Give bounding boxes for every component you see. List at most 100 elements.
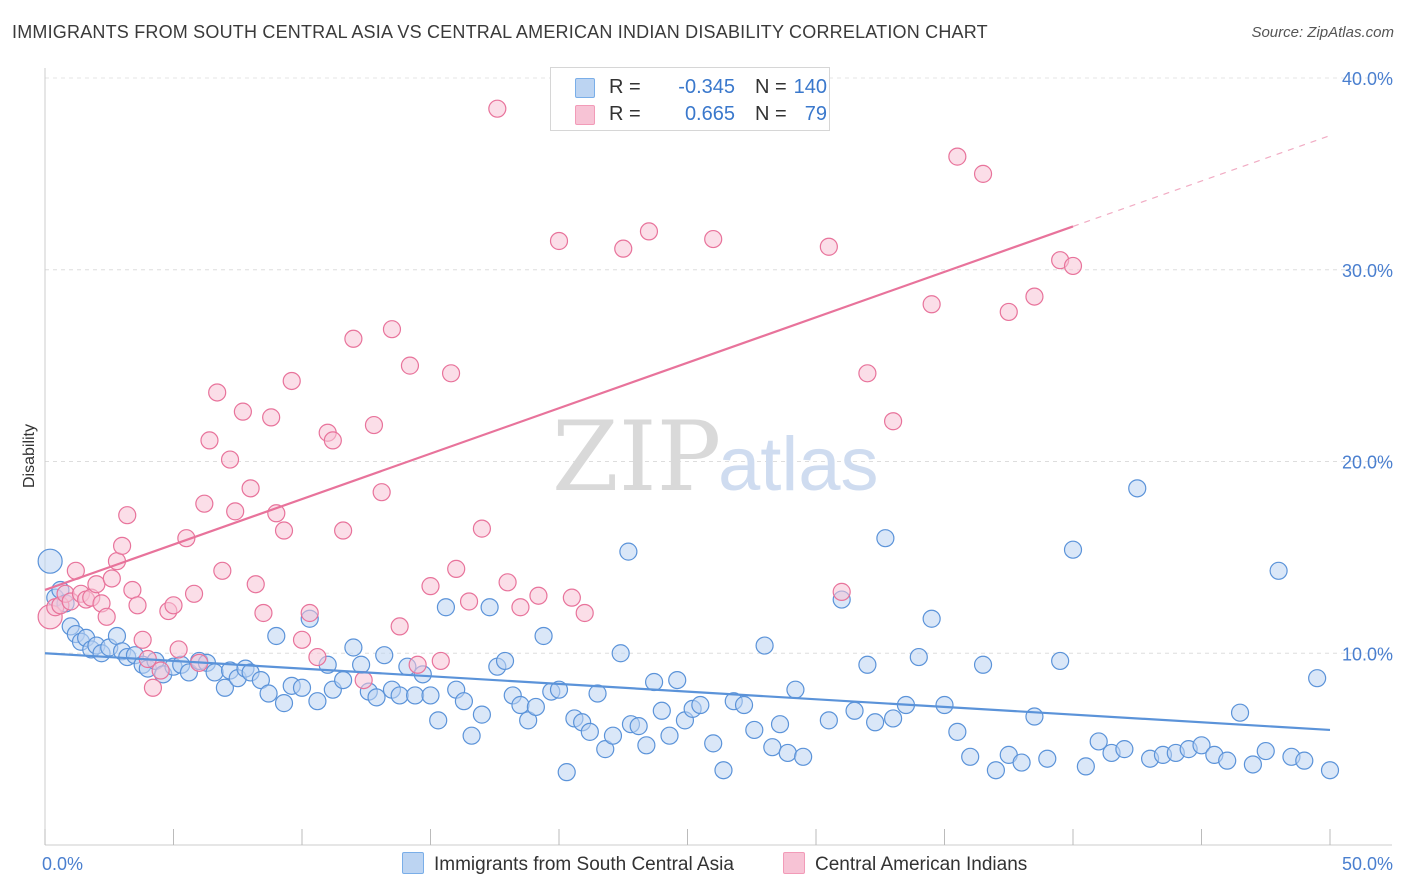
grid — [45, 77, 1392, 654]
point-pink — [400, 356, 420, 375]
point-blue — [251, 670, 270, 690]
point-blue — [580, 722, 599, 741]
point-pink — [292, 630, 312, 649]
point-blue — [876, 529, 895, 548]
point-blue — [1089, 732, 1108, 751]
bottom-legend-swatch-pink — [783, 852, 805, 874]
legend-swatch-pink — [575, 105, 595, 125]
source-label: Source: ZipAtlas.com — [1251, 24, 1394, 41]
legend-r-label: R = — [609, 103, 641, 125]
point-pink — [883, 412, 903, 431]
point-pink — [254, 603, 273, 623]
point-pink — [112, 536, 132, 555]
point-pink — [1025, 287, 1044, 306]
y-tick-label: 10.0% — [1342, 644, 1393, 664]
point-pink — [220, 450, 240, 469]
point-pink — [447, 559, 466, 578]
point-blue — [637, 736, 656, 755]
bottom-legend-pink: Central American Indians — [783, 852, 1027, 876]
point-pink — [262, 408, 281, 427]
point-pink — [704, 229, 723, 249]
point-pink — [241, 479, 260, 498]
point-blue — [948, 722, 967, 741]
point-blue — [534, 626, 553, 646]
point-blue — [755, 636, 774, 655]
point-blue — [495, 651, 515, 671]
point-blue — [763, 738, 782, 757]
point-blue — [37, 548, 63, 574]
point-blue — [519, 711, 538, 730]
point-blue — [619, 542, 638, 561]
point-blue — [1256, 741, 1275, 761]
point-pink — [562, 588, 581, 607]
point-pink — [472, 519, 491, 538]
point-blue — [858, 655, 877, 674]
point-blue — [215, 678, 234, 697]
point-blue — [1192, 736, 1211, 755]
watermark-zip: ZIP — [552, 401, 721, 513]
point-pink — [832, 582, 851, 601]
point-pink — [344, 329, 363, 348]
point-blue — [292, 678, 312, 697]
point-pink — [213, 561, 232, 580]
legend: R = -0.345 N = 140 R = 0.665 N = 79 — [550, 67, 830, 131]
point-blue — [429, 711, 448, 730]
point-blue — [549, 680, 569, 699]
point-pink — [364, 415, 384, 435]
legend-r-value: 0.665 — [684, 103, 735, 125]
point-blue — [472, 705, 491, 724]
point-blue — [714, 761, 733, 780]
point-blue — [603, 726, 623, 745]
point-blue — [883, 709, 903, 728]
point-blue — [866, 713, 885, 732]
bottom-legend-label-pink: Central American Indians — [815, 854, 1028, 875]
point-blue — [308, 692, 327, 711]
point-pink — [948, 147, 967, 166]
point-blue — [611, 644, 630, 663]
point-blue — [107, 626, 127, 646]
y-tick-label: 20.0% — [1342, 453, 1393, 473]
point-pink — [118, 506, 137, 525]
point-pink — [308, 647, 327, 667]
point-blue — [668, 670, 687, 690]
point-pink — [431, 651, 450, 671]
y-tick-label: 30.0% — [1342, 261, 1393, 281]
point-blue — [973, 655, 993, 674]
legend-r-label: R = — [609, 76, 641, 98]
point-pink — [459, 592, 479, 611]
point-blue — [1025, 707, 1044, 726]
point-blue — [344, 638, 363, 657]
point-blue — [986, 761, 1006, 780]
point-pink — [133, 630, 152, 649]
point-blue — [629, 717, 648, 736]
point-blue — [794, 747, 813, 766]
legend-swatch-blue — [575, 78, 595, 98]
point-pink — [128, 596, 147, 615]
point-pink — [575, 603, 594, 623]
point-pink — [1063, 256, 1083, 276]
point-blue — [660, 726, 679, 745]
point-blue — [778, 743, 797, 763]
point-blue — [367, 688, 386, 707]
point-blue — [390, 686, 409, 705]
point-pink — [819, 237, 838, 256]
point-blue — [1218, 751, 1237, 770]
point-pink — [549, 231, 569, 251]
point-blue — [375, 646, 394, 665]
point-blue — [557, 763, 576, 782]
point-pink — [354, 670, 373, 690]
point-blue — [1269, 561, 1288, 580]
point-pink — [529, 586, 548, 605]
point-pink — [164, 596, 183, 615]
point-blue — [691, 695, 710, 715]
point-blue — [1295, 751, 1314, 770]
point-pink — [226, 502, 245, 521]
trend-line-extension — [1072, 134, 1331, 227]
legend-n-value: 79 — [804, 103, 827, 125]
point-blue — [734, 695, 754, 715]
point-pink — [488, 99, 507, 118]
axes — [44, 68, 1392, 846]
point-blue — [1308, 669, 1327, 688]
point-pink — [498, 573, 517, 592]
